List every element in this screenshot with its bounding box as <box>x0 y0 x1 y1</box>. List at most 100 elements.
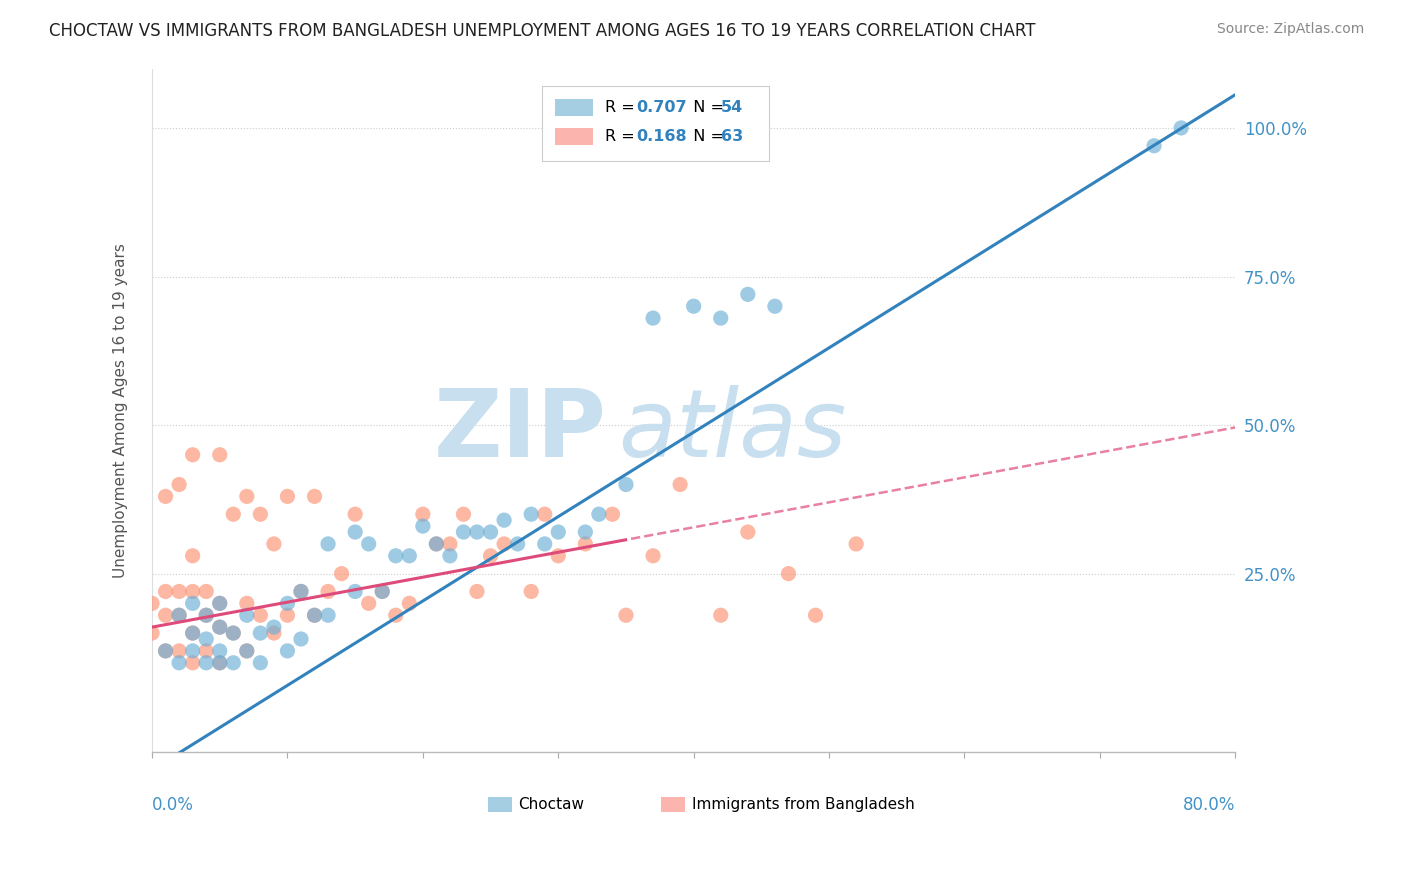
FancyBboxPatch shape <box>541 86 769 161</box>
Text: 63: 63 <box>721 129 742 145</box>
Point <box>614 608 637 623</box>
Point <box>316 537 339 551</box>
Point <box>574 537 596 551</box>
Point <box>236 596 259 610</box>
Point <box>263 620 285 634</box>
Text: R =: R = <box>605 129 640 145</box>
Point <box>398 596 420 610</box>
Point <box>669 477 692 491</box>
Point <box>710 608 733 623</box>
Point <box>195 608 218 623</box>
Point <box>682 299 704 313</box>
Point <box>195 608 218 623</box>
Point <box>208 644 231 658</box>
Point <box>263 626 285 640</box>
Point <box>167 477 190 491</box>
Point <box>357 537 380 551</box>
Point <box>384 549 406 563</box>
Point <box>304 608 326 623</box>
Point <box>195 656 218 670</box>
Point <box>181 644 204 658</box>
Point <box>263 537 285 551</box>
Point <box>453 507 475 521</box>
Point <box>181 626 204 640</box>
Point <box>167 644 190 658</box>
Point <box>195 584 218 599</box>
Point <box>344 507 367 521</box>
Point <box>208 596 231 610</box>
Point <box>494 537 516 551</box>
Point <box>330 566 353 581</box>
Point <box>425 537 447 551</box>
Point <box>494 513 516 527</box>
Point <box>208 596 231 610</box>
Point <box>222 507 245 521</box>
Point <box>384 608 406 623</box>
Point <box>506 537 529 551</box>
FancyBboxPatch shape <box>555 128 593 145</box>
Point <box>316 584 339 599</box>
Text: 54: 54 <box>721 100 742 115</box>
FancyBboxPatch shape <box>555 99 593 116</box>
Text: 0.707: 0.707 <box>637 100 688 115</box>
Point <box>1170 120 1192 135</box>
Point <box>439 549 461 563</box>
Point <box>181 584 204 599</box>
Point <box>845 537 868 551</box>
Point <box>222 626 245 640</box>
Point <box>141 626 163 640</box>
Point <box>357 596 380 610</box>
Point <box>412 519 434 533</box>
Point <box>398 549 420 563</box>
Point <box>614 477 637 491</box>
Y-axis label: Unemployment Among Ages 16 to 19 years: Unemployment Among Ages 16 to 19 years <box>114 243 128 578</box>
Text: N =: N = <box>683 129 728 145</box>
Text: R =: R = <box>605 100 640 115</box>
Point <box>181 596 204 610</box>
Point <box>520 584 543 599</box>
Point <box>181 626 204 640</box>
FancyBboxPatch shape <box>661 797 685 812</box>
Text: CHOCTAW VS IMMIGRANTS FROM BANGLADESH UNEMPLOYMENT AMONG AGES 16 TO 19 YEARS COR: CHOCTAW VS IMMIGRANTS FROM BANGLADESH UN… <box>49 22 1036 40</box>
Point <box>439 537 461 551</box>
Point <box>208 620 231 634</box>
Point <box>236 644 259 658</box>
Point <box>479 549 502 563</box>
Point <box>276 608 298 623</box>
Point <box>763 299 786 313</box>
Point <box>547 549 569 563</box>
Point <box>167 584 190 599</box>
Point <box>167 656 190 670</box>
Point <box>276 644 298 658</box>
Point <box>304 489 326 503</box>
Text: atlas: atlas <box>617 385 846 476</box>
Point <box>316 608 339 623</box>
Point <box>465 524 488 539</box>
Point <box>249 626 271 640</box>
Point <box>533 537 555 551</box>
Point <box>167 608 190 623</box>
Point <box>804 608 827 623</box>
Point <box>195 632 218 646</box>
Point <box>547 524 569 539</box>
Point <box>290 632 312 646</box>
Point <box>249 608 271 623</box>
Point <box>290 584 312 599</box>
Point <box>453 524 475 539</box>
Point <box>236 644 259 658</box>
Text: N =: N = <box>683 100 728 115</box>
Point <box>465 584 488 599</box>
Point <box>141 596 163 610</box>
Point <box>344 524 367 539</box>
Point <box>778 566 800 581</box>
Text: 0.0%: 0.0% <box>152 797 194 814</box>
Point <box>412 507 434 521</box>
Text: ZIP: ZIP <box>434 384 607 476</box>
Point <box>155 608 177 623</box>
Point <box>290 584 312 599</box>
Point <box>533 507 555 521</box>
Text: Choctaw: Choctaw <box>519 797 583 812</box>
Point <box>249 507 271 521</box>
Point <box>249 656 271 670</box>
Point <box>588 507 610 521</box>
